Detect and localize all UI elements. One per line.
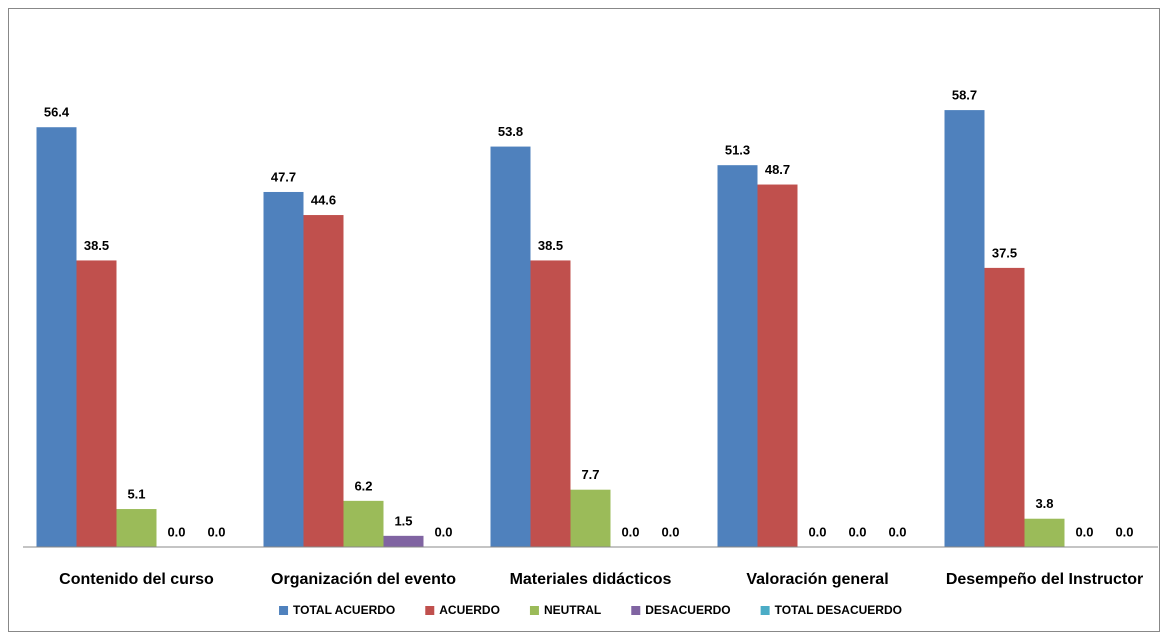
- data-label: 47.7: [271, 169, 296, 184]
- bar: [303, 215, 344, 547]
- data-label: 5.1: [127, 486, 145, 501]
- x-tick-label: Materiales didácticos: [510, 571, 672, 588]
- x-tick-label: Desempeño del Instructor: [946, 571, 1143, 588]
- bar: [530, 260, 571, 547]
- data-label: 0.0: [1115, 524, 1133, 539]
- data-label: 0.0: [621, 524, 639, 539]
- data-label: 0.0: [1075, 524, 1093, 539]
- bar: [263, 191, 304, 547]
- bar: [944, 110, 985, 548]
- data-label: 7.7: [581, 467, 599, 482]
- data-label: 6.2: [354, 478, 372, 493]
- data-label: 3.8: [1035, 496, 1053, 511]
- bar: [116, 509, 157, 547]
- bar: [383, 535, 424, 547]
- data-label: 1.5: [394, 513, 412, 528]
- bar: [757, 184, 798, 548]
- data-label: 0.0: [434, 524, 452, 539]
- data-label: 38.5: [84, 238, 109, 253]
- data-label: 0.0: [167, 524, 185, 539]
- legend-label: NEUTRAL: [544, 603, 601, 617]
- legend-swatch: [631, 606, 641, 615]
- legend-label: ACUERDO: [439, 603, 500, 617]
- data-label: 0.0: [888, 524, 906, 539]
- legend-swatch: [425, 606, 435, 615]
- bar: [1024, 518, 1065, 547]
- data-label: 37.5: [992, 245, 1017, 260]
- x-tick-label: Valoración general: [746, 571, 888, 588]
- bar: [76, 260, 117, 547]
- data-label: 53.8: [498, 124, 523, 139]
- legend-label: DESACUERDO: [645, 603, 730, 617]
- bar: [717, 165, 758, 547]
- data-label: 0.0: [207, 524, 225, 539]
- legend-label: TOTAL DESACUERDO: [775, 603, 902, 617]
- data-label: 0.0: [848, 524, 866, 539]
- bar: [36, 127, 77, 548]
- x-tick-label: Organización del evento: [271, 571, 456, 588]
- data-label: 58.7: [952, 88, 977, 103]
- legend-label: TOTAL ACUERDO: [293, 603, 395, 617]
- data-label: 44.6: [311, 192, 336, 207]
- bar: [570, 489, 611, 547]
- data-label: 51.3: [725, 143, 750, 158]
- data-label: 0.0: [661, 524, 679, 539]
- legend-swatch: [279, 606, 289, 615]
- data-label: 48.7: [765, 162, 790, 177]
- bar: [343, 500, 384, 547]
- legend-swatch: [529, 606, 539, 615]
- data-label: 56.4: [44, 105, 70, 120]
- data-label: 38.5: [538, 238, 563, 253]
- x-tick-label: Contenido del curso: [59, 571, 214, 588]
- bar: [984, 267, 1025, 547]
- chart-border: [8, 8, 1160, 632]
- legend-swatch: [760, 606, 770, 615]
- data-label: 0.0: [808, 524, 826, 539]
- bar: [490, 146, 531, 547]
